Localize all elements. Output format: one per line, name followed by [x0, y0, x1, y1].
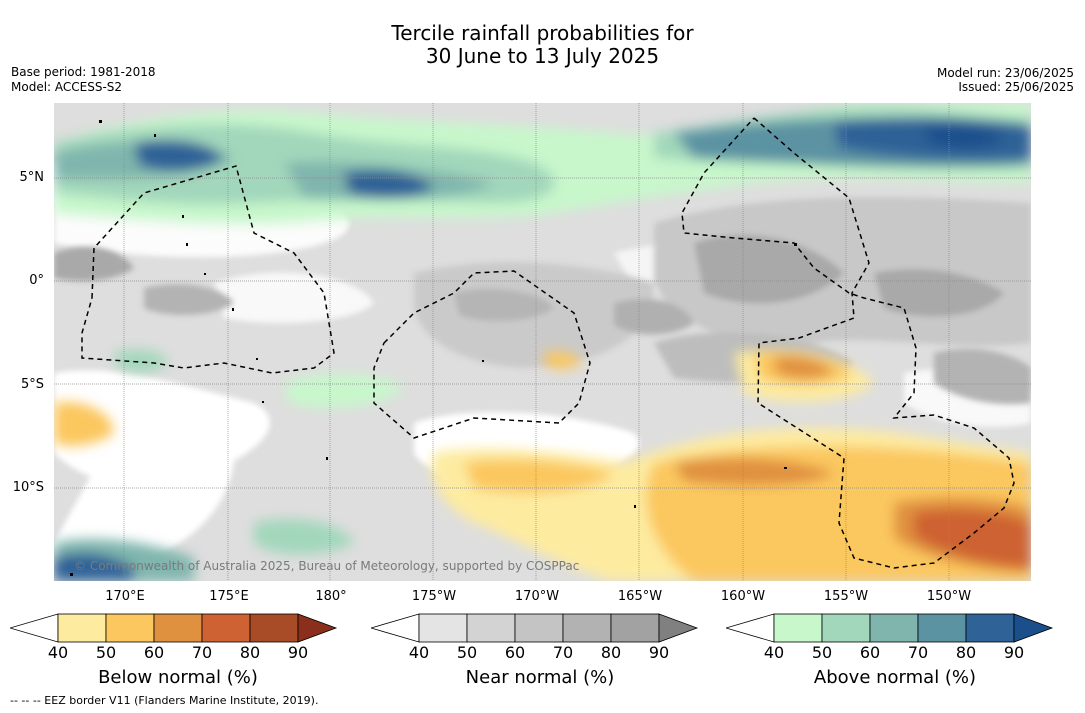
colorbar-tick-label: 40: [763, 643, 785, 662]
graticule: [54, 103, 1031, 581]
eez-borders: [81, 117, 1015, 569]
colorbar-segment: [917, 613, 967, 643]
colorbar-extend-low: [726, 613, 775, 643]
lon-tick: 175°W: [411, 589, 457, 604]
model-run: Model run: 23/06/2025: [936, 66, 1074, 80]
colorbar-tick-label: 90: [648, 643, 670, 662]
colorbar-segment: [201, 613, 251, 643]
copyright-notice: © Commonwealth of Australia 2025, Bureau…: [74, 559, 579, 573]
lon-tick: 170°E: [105, 589, 145, 604]
colorbar-segment: [105, 613, 155, 643]
colorbar-segment: [466, 613, 516, 643]
above-normal-areas: [54, 103, 1031, 581]
colorbar-segment: [610, 613, 660, 643]
map-title-line1: Tercile rainfall probabilities for: [391, 21, 694, 45]
colorbar-tick-label: 50: [811, 643, 833, 662]
colorbar-tick-label: 70: [552, 643, 574, 662]
islands: [70, 120, 797, 576]
colorbar-title-above: Above normal (%): [813, 667, 977, 688]
lon-tick: 175°E: [209, 589, 249, 604]
colorbar-tick-label: 40: [47, 643, 69, 662]
colorbar-extend-high: [1013, 613, 1054, 643]
colorbar-segment: [773, 613, 823, 643]
colorbar-title-below: Below normal (%): [98, 667, 258, 688]
issued-date: Issued: 25/06/2025: [958, 80, 1074, 94]
colorbar-extend-low: [10, 613, 59, 643]
colorbar-extend-high: [297, 613, 338, 643]
colorbar-tick-label: 50: [456, 643, 478, 662]
colorbar-segment: [57, 613, 107, 643]
lat-tick: 10°S: [12, 480, 44, 495]
colorbar-tick-label: 90: [1003, 643, 1025, 662]
tercile-map: © Commonwealth of Australia 2025, Bureau…: [54, 103, 1031, 581]
map-title-line2: 30 June to 13 July 2025: [425, 44, 660, 68]
colorbar-segment: [965, 613, 1015, 643]
colorbar-tick-label: 60: [859, 643, 881, 662]
colorbar-tick-label: 80: [239, 643, 261, 662]
lon-tick: 150°W: [926, 589, 972, 604]
lon-tick: 170°W: [514, 589, 560, 604]
lat-tick: 0°: [29, 273, 44, 288]
colorbar-tick-label: 40: [408, 643, 430, 662]
model-name: Model: ACCESS-S2: [11, 80, 123, 94]
lon-tick: 155°W: [823, 589, 869, 604]
colorbar-tick-label: 80: [600, 643, 622, 662]
colorbar-segment: [249, 613, 299, 643]
colorbar-extend-low: [371, 613, 420, 643]
colorbar-tick-label: 70: [191, 643, 213, 662]
below-normal-areas: [54, 349, 1031, 581]
colorbar-segment: [821, 613, 871, 643]
colorbar-segment: [869, 613, 919, 643]
lat-tick: 5°S: [20, 377, 44, 392]
colorbar-segment: [153, 613, 203, 643]
lat-tick: 5°N: [19, 170, 45, 185]
colorbar-tick-label: 60: [143, 643, 165, 662]
colorbar-tick-label: 60: [504, 643, 526, 662]
colorbar-segment: [418, 613, 468, 643]
colorbar-tick-label: 90: [287, 643, 309, 662]
eez-legend-note: -- -- -- EEZ border V11 (Flanders Marine…: [10, 694, 319, 707]
colorbar-tick-label: 70: [907, 643, 929, 662]
lon-tick: 180°: [315, 589, 347, 604]
colorbar-extend-high: [658, 613, 699, 643]
colorbar-segment: [562, 613, 612, 643]
colorbar-segment: [514, 613, 564, 643]
colorbar-near-normal: [371, 613, 699, 643]
base-period: Base period: 1981-2018: [11, 65, 156, 79]
lon-tick: 160°W: [720, 589, 766, 604]
colorbar-tick-label: 50: [95, 643, 117, 662]
colorbar-above-normal: [726, 613, 1054, 643]
colorbar-tick-label: 80: [955, 643, 977, 662]
colorbar-title-near: Near normal (%): [465, 667, 615, 688]
colorbar-below-normal: [10, 613, 338, 643]
lon-tick: 165°W: [617, 589, 663, 604]
